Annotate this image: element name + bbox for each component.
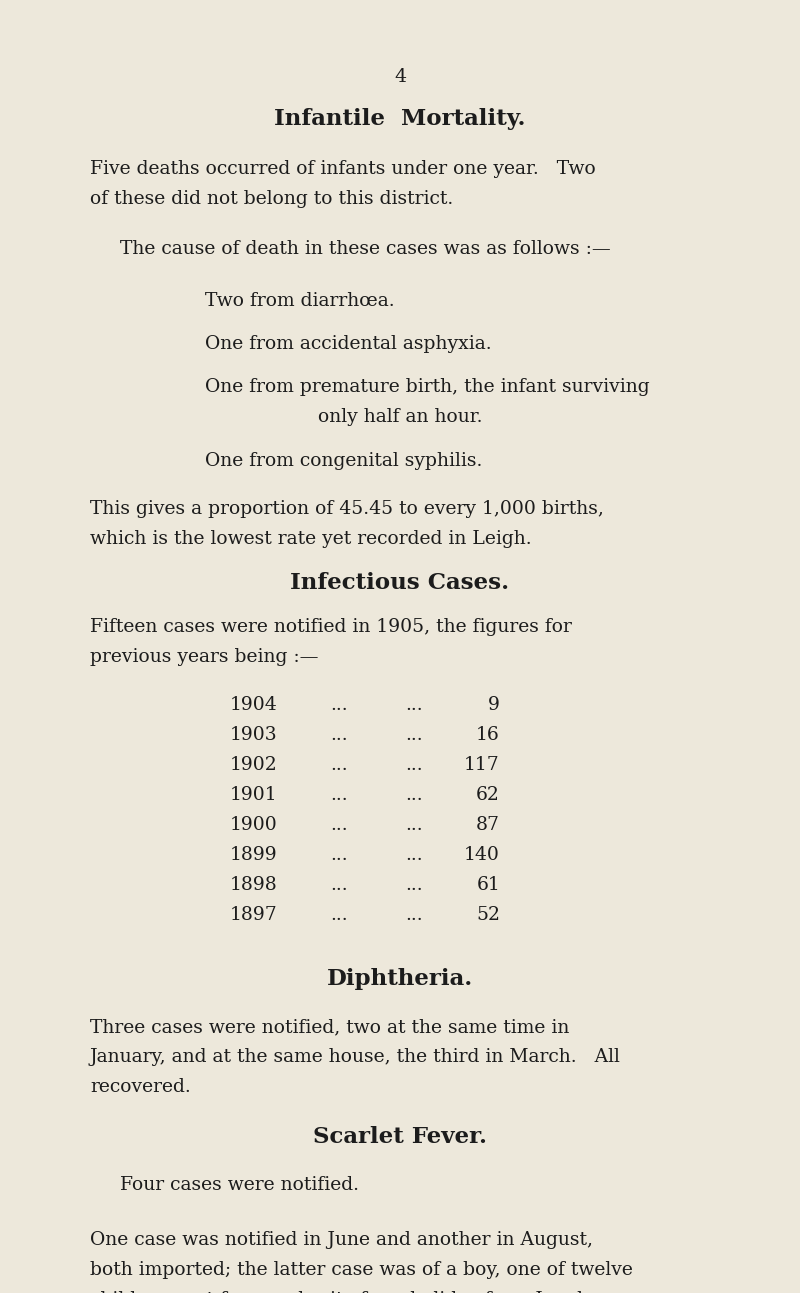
Text: 1902: 1902 bbox=[230, 756, 278, 775]
Text: One case was notified in June and another in August,: One case was notified in June and anothe… bbox=[90, 1231, 593, 1249]
Text: Fifteen cases were notified in 1905, the figures for: Fifteen cases were notified in 1905, the… bbox=[90, 618, 572, 636]
Text: ...: ... bbox=[405, 875, 422, 893]
Text: 16: 16 bbox=[476, 725, 500, 743]
Text: 140: 140 bbox=[464, 846, 500, 864]
Text: children sent from a charity for a holiday from London.: children sent from a charity for a holid… bbox=[90, 1290, 612, 1293]
Text: ...: ... bbox=[405, 756, 422, 775]
Text: One from accidental asphyxia.: One from accidental asphyxia. bbox=[205, 335, 492, 353]
Text: Two from diarrhœa.: Two from diarrhœa. bbox=[205, 292, 394, 310]
Text: Four cases were notified.: Four cases were notified. bbox=[120, 1177, 359, 1193]
Text: 1897: 1897 bbox=[230, 906, 278, 924]
Text: previous years being :—: previous years being :— bbox=[90, 648, 318, 666]
Text: ...: ... bbox=[405, 816, 422, 834]
Text: This gives a proportion of 45.45 to every 1,000 births,: This gives a proportion of 45.45 to ever… bbox=[90, 500, 604, 518]
Text: which is the lowest rate yet recorded in Leigh.: which is the lowest rate yet recorded in… bbox=[90, 530, 532, 548]
Text: The cause of death in these cases was as follows :—: The cause of death in these cases was as… bbox=[120, 240, 610, 259]
Text: ...: ... bbox=[330, 906, 348, 924]
Text: both imported; the latter case was of a boy, one of twelve: both imported; the latter case was of a … bbox=[90, 1261, 633, 1279]
Text: 61: 61 bbox=[476, 875, 500, 893]
Text: One from premature birth, the infant surviving: One from premature birth, the infant sur… bbox=[205, 378, 650, 396]
Text: 52: 52 bbox=[476, 906, 500, 924]
Text: Three cases were notified, two at the same time in: Three cases were notified, two at the sa… bbox=[90, 1018, 570, 1036]
Text: ...: ... bbox=[405, 906, 422, 924]
Text: of these did not belong to this district.: of these did not belong to this district… bbox=[90, 190, 454, 208]
Text: 1898: 1898 bbox=[230, 875, 278, 893]
Text: ...: ... bbox=[330, 786, 348, 804]
Text: Scarlet Fever.: Scarlet Fever. bbox=[313, 1126, 487, 1148]
Text: 62: 62 bbox=[476, 786, 500, 804]
Text: ...: ... bbox=[330, 846, 348, 864]
Text: ...: ... bbox=[330, 725, 348, 743]
Text: ...: ... bbox=[330, 696, 348, 714]
Text: Five deaths occurred of infants under one year.   Two: Five deaths occurred of infants under on… bbox=[90, 160, 596, 178]
Text: ...: ... bbox=[405, 846, 422, 864]
Text: 87: 87 bbox=[476, 816, 500, 834]
Text: Diphtheria.: Diphtheria. bbox=[327, 968, 473, 990]
Text: January, and at the same house, the third in March.   All: January, and at the same house, the thir… bbox=[90, 1049, 621, 1065]
Text: 1901: 1901 bbox=[230, 786, 278, 804]
Text: 1899: 1899 bbox=[230, 846, 278, 864]
Text: 1903: 1903 bbox=[230, 725, 278, 743]
Text: only half an hour.: only half an hour. bbox=[318, 409, 482, 425]
Text: ...: ... bbox=[405, 786, 422, 804]
Text: ...: ... bbox=[330, 756, 348, 775]
Text: ...: ... bbox=[330, 875, 348, 893]
Text: One from congenital syphilis.: One from congenital syphilis. bbox=[205, 453, 482, 469]
Text: 9: 9 bbox=[488, 696, 500, 714]
Text: ...: ... bbox=[405, 696, 422, 714]
Text: 1900: 1900 bbox=[230, 816, 278, 834]
Text: ...: ... bbox=[330, 816, 348, 834]
Text: Infectious Cases.: Infectious Cases. bbox=[290, 572, 510, 593]
Text: ...: ... bbox=[405, 725, 422, 743]
Text: recovered.: recovered. bbox=[90, 1078, 190, 1096]
Text: Infantile  Mortality.: Infantile Mortality. bbox=[274, 109, 526, 131]
Text: 1904: 1904 bbox=[230, 696, 278, 714]
Text: 4: 4 bbox=[394, 69, 406, 87]
Text: 117: 117 bbox=[464, 756, 500, 775]
